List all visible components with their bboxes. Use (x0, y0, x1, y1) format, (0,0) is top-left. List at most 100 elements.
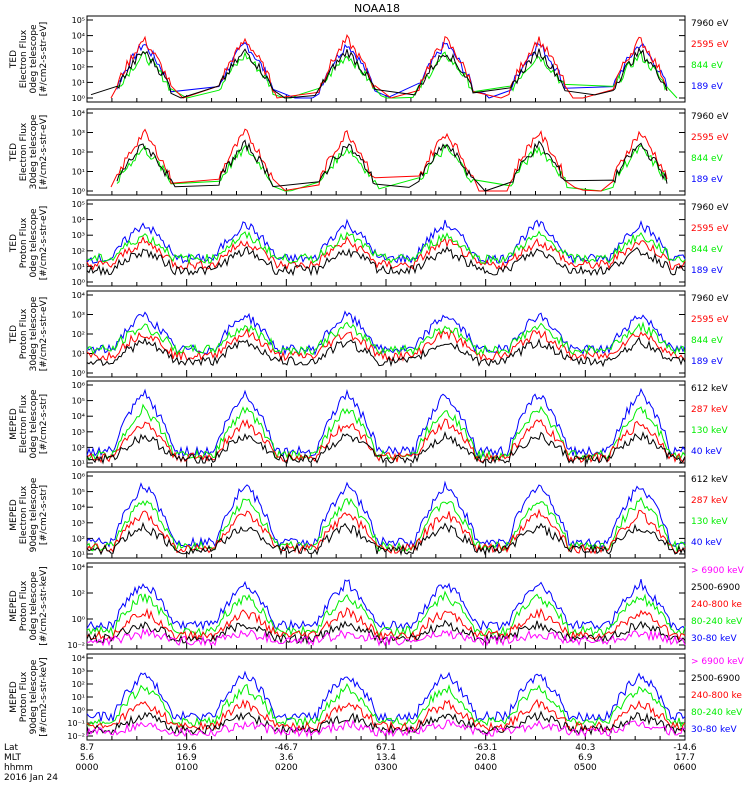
panel-4: 10⁰ 10¹ 10² 10³ 10⁴ TED Proton Flux 30deg tel… (0, 221, 729, 449)
data-traces (110, 128, 668, 192)
panel-frame (86, 562, 686, 650)
legend-entry: 612 keV (691, 384, 728, 394)
y-tick-label: 10² (72, 589, 85, 598)
series-magenta (87, 627, 686, 647)
footer-mlt-value: 3.6 (279, 753, 294, 763)
series-black (86, 336, 686, 368)
footer-lat-value: -63.1 (474, 743, 497, 753)
footer-mlt-value: 16.9 (177, 753, 197, 763)
legend-entry: 40 keV (691, 538, 723, 548)
legend-entry: 844 eV (691, 336, 724, 346)
series-green (86, 590, 686, 638)
legend-entry: 844 eV (691, 61, 724, 71)
y-axis-label-line: MEPED (9, 499, 19, 531)
y-tick-label: 10⁶ (72, 472, 85, 481)
legend-entry: 189 eV (691, 357, 724, 367)
footer-row-label: 2016 Jan 24 (4, 773, 58, 783)
y-tick-label: 10⁴ (72, 291, 85, 300)
panel-frame (86, 199, 686, 287)
series-red (110, 128, 668, 192)
panel-frame (86, 15, 686, 103)
y-tick-label: 10⁰ (72, 706, 85, 715)
y-tick-label: 10³ (72, 129, 85, 138)
y-axis-label-line: Electron Flux (19, 29, 29, 88)
series-blue (116, 41, 668, 99)
data-traces (86, 670, 686, 738)
series-red (86, 235, 686, 271)
series-blue (86, 310, 686, 356)
y-tick-label: 10⁵ (72, 488, 85, 497)
y-tick-label: 10² (72, 680, 85, 689)
legend-entry: 7960 eV (691, 19, 729, 29)
footer-row-label: hhmm (4, 763, 33, 773)
legend-entry: 844 eV (691, 245, 724, 255)
footer-hhmm-value: 0200 (275, 763, 298, 773)
legend-entry: 189 eV (691, 266, 724, 276)
legend-entry: 612 keV (691, 475, 728, 485)
legend-entry: 189 eV (691, 82, 724, 92)
series-green (116, 144, 668, 192)
y-axis-label-line: 30deg telescope (29, 114, 39, 189)
y-axis-label-line: 0deg telescope (29, 208, 39, 278)
footer-lat-value: -14.6 (673, 743, 697, 753)
panel-8: 10⁻² 10⁻¹ 10⁰ 10¹ 10² 10³ 10⁴ MEPED Proton Flux… (9, 653, 745, 741)
y-tick-label: 10³ (72, 231, 85, 240)
data-traces (86, 480, 686, 556)
y-axis-label-line: 30deg telescope (29, 296, 39, 371)
y-axis-label-line: [#/cm2-s-str-eV] (39, 22, 49, 97)
footer-hhmm-value: 0600 (674, 763, 697, 773)
footer-hhmm-value: 0300 (375, 763, 398, 773)
y-tick-label: 10⁻² (67, 641, 85, 650)
footer-mlt-value: 20.8 (476, 753, 496, 763)
y-tick-label: 10³ (72, 47, 85, 56)
legend-entry: 2500-6900 (691, 674, 740, 684)
series-green (86, 321, 686, 356)
y-axis-label-line: [#/cm2-s-str-eV] (39, 297, 49, 372)
series-red (86, 606, 686, 642)
y-tick-label: 10⁴ (72, 109, 85, 118)
series-red (86, 327, 686, 362)
footer-row-label: MLT (4, 753, 22, 763)
panel-5: 10¹ 10² 10³ 10⁴ 10⁵ 10⁶ MEPED Electron Flux 0d… (0, 310, 728, 538)
footer-mlt-value: 13.4 (376, 753, 396, 763)
y-axis-label-line: [#/cm2-s-str] (39, 394, 49, 454)
y-axis-label: TED Proton Flux 30deg telescope [#/cm2-s… (0, 221, 3, 449)
legend-entry: 30-80 keV (691, 725, 737, 735)
series-black (86, 521, 686, 556)
y-tick-label: 10¹ (72, 168, 85, 177)
y-axis-label-line: [#/cm2-s-str-eV] (39, 206, 49, 281)
y-axis-label-line: TED (9, 143, 19, 162)
y-axis-label: TED Electron Flux 0deg telescope [#/cm2-… (0, 0, 3, 174)
y-axis-label-line: Proton Flux (19, 217, 29, 268)
y-tick-label: 10⁰ (72, 94, 85, 103)
y-axis-label-line: 0deg telescope (29, 571, 39, 641)
y-tick-label: 10⁰ (72, 615, 85, 624)
footer-lat-value: 40.3 (575, 743, 595, 753)
y-axis-label-line: MEPED (9, 681, 19, 713)
legend-entry: 7960 eV (691, 203, 729, 213)
y-axis-label-line: Proton Flux (19, 308, 29, 359)
y-tick-label: 10² (72, 247, 85, 256)
y-tick-label: 10⁰ (72, 187, 85, 196)
figure-title: NOAA18 (354, 2, 400, 15)
y-axis-label: MEPED Electron Flux 0deg telescope [#/cm… (0, 310, 3, 538)
footer-lat-value: 67.1 (376, 743, 396, 753)
series-green (86, 496, 686, 553)
panel-3: 10⁰ 10¹ 10² 10³ 10⁴ 10⁵ TED Proton Flux 0deg t… (9, 199, 729, 287)
series-black (86, 431, 686, 465)
panel-7: 10⁻² 10⁰ 10² 10⁴ MEPED Proton Flux 0deg tele… (9, 562, 745, 650)
series-black (90, 46, 668, 99)
footer-lat-value: -46.7 (275, 743, 298, 753)
series-blue (86, 578, 686, 632)
y-tick-label: 10³ (72, 519, 85, 528)
y-axis-label-line: 0deg telescope (29, 24, 39, 94)
y-tick-label: 10⁰ (72, 369, 85, 378)
legend-entry: 130 keV (691, 426, 728, 436)
footer-lat-value: 8.7 (80, 743, 94, 753)
panel-frame (86, 290, 686, 378)
y-axis-label-line: Electron Flux (19, 122, 29, 181)
y-tick-label: 10³ (72, 667, 85, 676)
y-tick-label: 10¹ (72, 459, 85, 468)
legend-entry: 2500-6900 (691, 583, 740, 593)
